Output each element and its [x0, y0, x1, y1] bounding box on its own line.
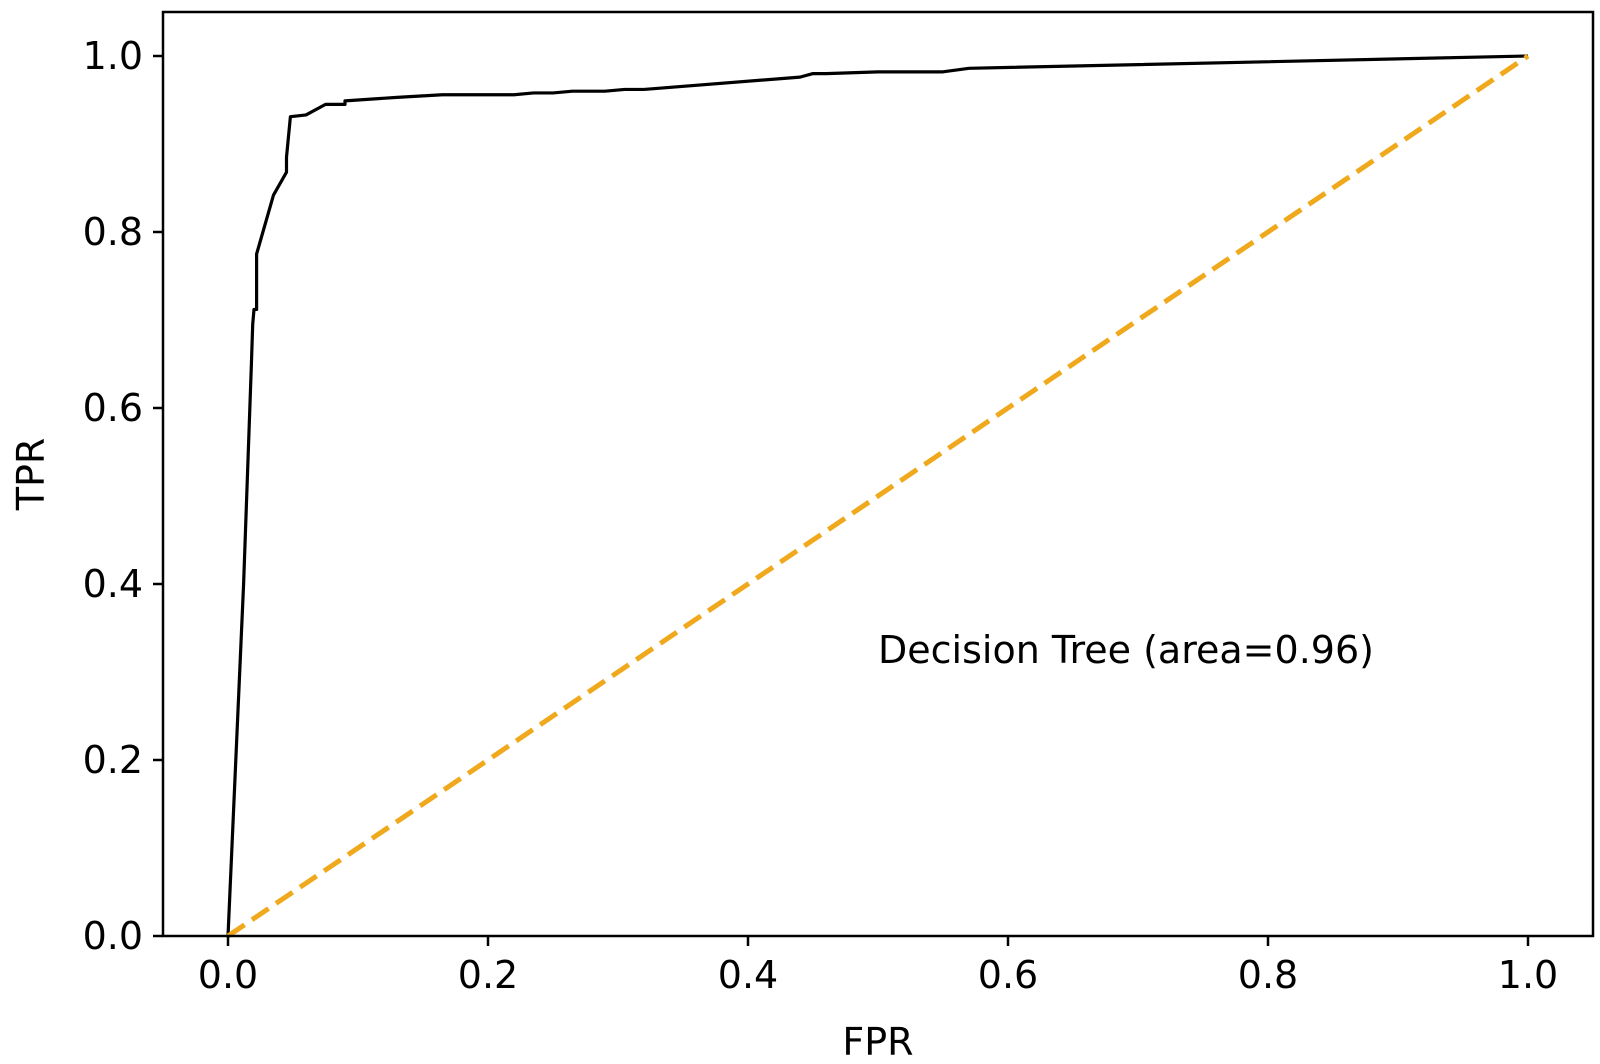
y-tick-label: 1.0 [83, 34, 143, 78]
x-tick-label: 1.0 [1498, 953, 1558, 997]
y-tick-label: 0.0 [83, 914, 143, 958]
x-tick-label: 0.4 [718, 953, 778, 997]
y-tick-label: 0.8 [83, 210, 143, 254]
x-axis-label: FPR [842, 1020, 913, 1064]
y-axis-ticks: 0.0 0.2 0.4 0.6 0.8 1.0 [83, 34, 163, 958]
y-tick-label: 0.2 [83, 738, 143, 782]
series-layer [226, 53, 1530, 939]
plot-background [163, 12, 1593, 936]
area-annotation: Decision Tree (area=0.96) [878, 628, 1374, 672]
x-tick-label: 0.6 [978, 953, 1038, 997]
x-tick-label: 0.2 [458, 953, 518, 997]
y-tick-label: 0.4 [83, 562, 143, 606]
roc-curve-line [226, 54, 1529, 937]
plot-frame [161, 10, 1595, 938]
x-axis-ticks: 0.0 0.2 0.4 0.6 0.8 1.0 [198, 936, 1558, 997]
y-axis-label: TPR [9, 438, 53, 512]
x-tick-label: 0.8 [1238, 953, 1298, 997]
y-tick-label: 0.6 [83, 386, 143, 430]
chance-diagonal-line [226, 53, 1530, 939]
x-tick-label: 0.0 [198, 953, 258, 997]
